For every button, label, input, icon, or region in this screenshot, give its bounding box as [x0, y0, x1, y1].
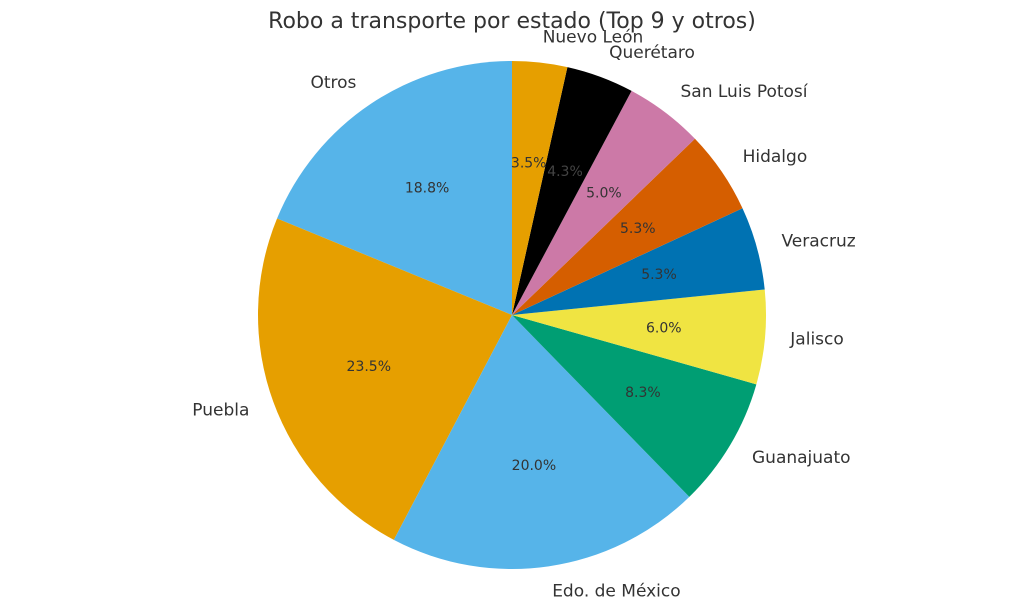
slice-hidalgo [512, 138, 743, 315]
pct-label-veracruz: 5.3% [641, 267, 677, 283]
slice-jalisco [512, 289, 767, 385]
slice-label-edo-de-mexico: Edo. de México [552, 582, 680, 602]
pct-label-edo-de-mexico: 20.0% [512, 458, 556, 474]
slice-label-jalisco: Jalisco [789, 330, 843, 350]
pct-label-otros: 18.8% [405, 180, 449, 196]
slice-san-luis-potosi [512, 90, 695, 316]
slice-label-puebla: Puebla [192, 401, 249, 421]
pct-label-hidalgo: 5.3% [620, 221, 656, 237]
slice-label-nuevo-leon: Nuevo León [543, 27, 644, 47]
slice-label-hidalgo: Hidalgo [743, 147, 808, 167]
pct-label-guanajuato: 8.3% [625, 385, 661, 401]
slice-puebla [258, 218, 512, 540]
slice-veracruz [512, 208, 765, 315]
slice-label-otros: Otros [310, 73, 356, 93]
slice-label-san-luis-potosi: San Luis Potosí [681, 82, 809, 102]
pie-slices [258, 61, 767, 570]
slice-guanajuato [512, 315, 757, 497]
pct-label-puebla: 23.5% [347, 359, 391, 375]
slice-otros [277, 61, 512, 315]
pct-label-queretaro: 4.3% [547, 164, 583, 180]
slice-queretaro [512, 67, 632, 316]
chart-title: Robo a transporte por estado (Top 9 y ot… [268, 9, 756, 34]
pct-label-nuevo-leon: 3.5% [511, 156, 547, 172]
slice-nuevo-leon [512, 61, 568, 315]
slice-label-veracruz: Veracruz [782, 231, 856, 251]
slice-edo-de-mexico [393, 315, 690, 570]
pct-label-jalisco: 6.0% [646, 320, 682, 336]
slice-label-guanajuato: Guanajuato [752, 448, 851, 468]
pie-labels: Otros 18.8% Puebla 23.5% Edo. de México 20.0%… [192, 27, 856, 601]
pct-label-san-luis-potosi: 5.0% [586, 185, 622, 201]
slice-label-queretaro: Querétaro [609, 43, 695, 63]
